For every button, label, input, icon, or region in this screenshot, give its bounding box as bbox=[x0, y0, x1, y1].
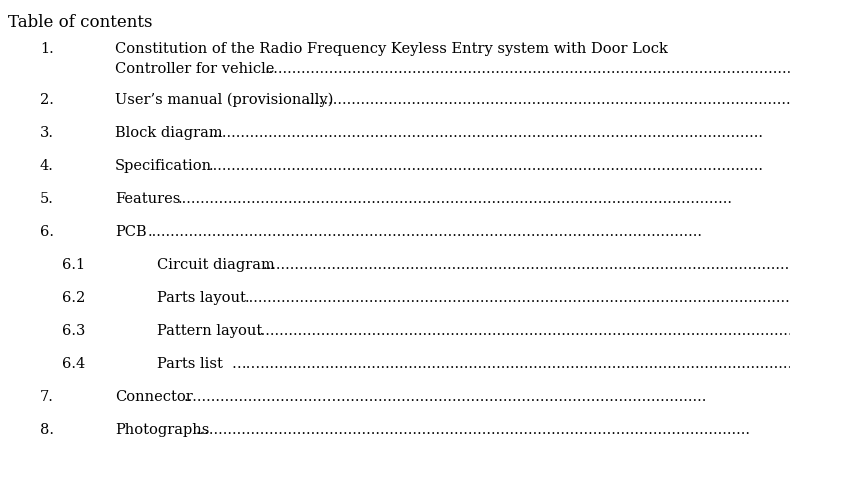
Text: 13: 13 bbox=[807, 390, 825, 404]
Text: 3.: 3. bbox=[40, 126, 54, 140]
Text: ................................................................................: ........................................… bbox=[147, 225, 702, 239]
Text: ................................................................................: ........................................… bbox=[177, 192, 733, 206]
Text: 6.2: 6.2 bbox=[62, 291, 85, 305]
Text: User’s manual (provisionally): User’s manual (provisionally) bbox=[115, 93, 334, 107]
Text: 7.: 7. bbox=[40, 390, 53, 404]
Text: 8.: 8. bbox=[40, 423, 54, 437]
Text: 5.: 5. bbox=[40, 192, 53, 206]
Text: Photographs: Photographs bbox=[115, 423, 210, 437]
Text: 6: 6 bbox=[816, 225, 825, 239]
Text: Block diagram: Block diagram bbox=[115, 126, 222, 140]
Text: Controller for vehicle: Controller for vehicle bbox=[115, 62, 274, 76]
Text: Parts list: Parts list bbox=[157, 357, 223, 371]
Text: 6.4: 6.4 bbox=[62, 357, 85, 371]
Text: Constitution of the Radio Frequency Keyless Entry system with Door Lock: Constitution of the Radio Frequency Keyl… bbox=[115, 42, 668, 56]
Text: Specification: Specification bbox=[115, 159, 212, 173]
Text: ................................................................................: ........................................… bbox=[208, 126, 763, 140]
Text: ……..............................................................................: ……......................................… bbox=[232, 357, 816, 371]
Text: ..............................….................................................: ..............................….........… bbox=[184, 390, 707, 404]
Text: PCB: PCB bbox=[115, 225, 147, 239]
Text: 6.3: 6.3 bbox=[62, 324, 86, 338]
Text: Pattern layout: Pattern layout bbox=[157, 324, 262, 338]
Text: Connector: Connector bbox=[115, 390, 193, 404]
Text: 1: 1 bbox=[816, 62, 825, 76]
Text: 6: 6 bbox=[816, 258, 825, 272]
Text: 4.: 4. bbox=[40, 159, 53, 173]
Text: 3: 3 bbox=[816, 126, 825, 140]
Text: 7: 7 bbox=[816, 291, 825, 305]
Text: ................................................................................: ........................................… bbox=[256, 324, 812, 338]
Text: Parts layout: Parts layout bbox=[157, 291, 246, 305]
Text: 14: 14 bbox=[807, 423, 825, 437]
Text: 4: 4 bbox=[816, 159, 825, 173]
Text: 8: 8 bbox=[816, 324, 825, 338]
Text: 2: 2 bbox=[816, 93, 825, 107]
Text: 5: 5 bbox=[816, 192, 825, 206]
Text: 2.: 2. bbox=[40, 93, 53, 107]
Text: ................................................................................: ........................................… bbox=[208, 159, 763, 173]
Text: 1.: 1. bbox=[40, 42, 53, 56]
Text: 6.1: 6.1 bbox=[62, 258, 85, 272]
Text: ................................................................................: ........................................… bbox=[196, 423, 751, 437]
Text: ................................................................................: ........................................… bbox=[245, 291, 799, 305]
Text: Table of contents: Table of contents bbox=[8, 14, 153, 31]
Text: 10: 10 bbox=[807, 357, 825, 371]
Text: Features: Features bbox=[115, 192, 180, 206]
Text: ................................................................................: ........................................… bbox=[265, 62, 820, 76]
Text: Circuit diagram: Circuit diagram bbox=[157, 258, 275, 272]
Text: ................................................................................: ........................................… bbox=[262, 258, 818, 272]
Text: 6.: 6. bbox=[40, 225, 54, 239]
Text: ................................................................................: ........................................… bbox=[306, 93, 849, 107]
